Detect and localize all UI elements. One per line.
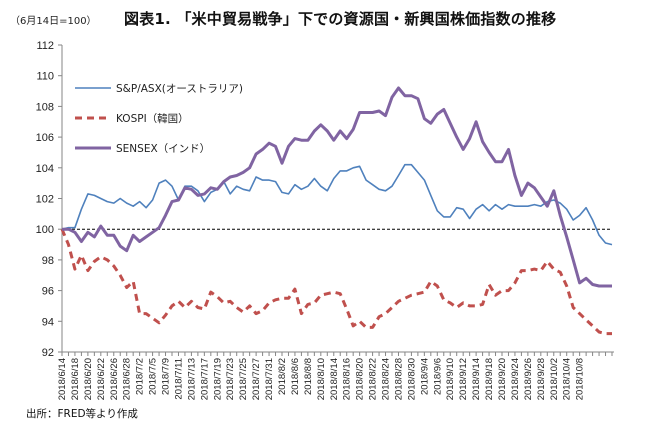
x-tick-label: 2018/6/20	[83, 358, 94, 400]
x-tick-label: 2018/10/4	[562, 358, 573, 400]
y-tick-label: 112	[36, 40, 54, 52]
x-tick-label: 2018/8/22	[368, 358, 379, 400]
y-tick-label: 96	[42, 286, 54, 298]
series-line-kospi	[60, 228, 612, 336]
x-tick-label: 2018/9/18	[484, 358, 495, 400]
x-tick-label: 2018/10/2	[549, 358, 560, 400]
series-line-sensex	[62, 86, 612, 288]
x-tick-label: 2018/8/14	[329, 358, 340, 400]
y-tick-label: 100	[36, 224, 54, 236]
x-tick-label: 2018/8/2	[277, 358, 288, 395]
x-tick-label: 2018/7/2	[135, 358, 146, 395]
series-group	[60, 86, 613, 336]
x-axis-ticks: 2018/6/14 2018/6/18 2018/6/20 2018/6/22 2018…	[57, 352, 613, 400]
x-tick-label: 2018/7/23	[225, 358, 236, 400]
x-tick-label: 2018/7/17	[199, 358, 210, 400]
x-tick-label: 2018/8/20	[355, 358, 366, 400]
legend: S&P/ASX(オーストラリア) KOSPI（韓国） SENSEX（インド）	[75, 83, 243, 155]
y-tick-label: 110	[36, 71, 54, 83]
x-tick-label: 2018/7/31	[264, 358, 275, 400]
x-tick-label: 2018/6/26	[109, 358, 120, 400]
x-tick-label: 2018/8/30	[406, 358, 417, 400]
source-note: 出所：FRED等より作成	[26, 408, 138, 420]
x-tick-label: 2018/8/10	[316, 358, 327, 400]
x-tick-label: 2018/9/6	[432, 358, 443, 395]
x-tick-label: 2018/9/4	[419, 358, 430, 395]
x-tick-label: 2018/8/16	[342, 358, 353, 400]
y-tick-label: 98	[42, 255, 54, 267]
legend-label-sp-asx: S&P/ASX(オーストラリア)	[116, 83, 243, 95]
x-tick-label: 2018/9/14	[471, 358, 482, 400]
x-tick-label: 2018/6/22	[96, 358, 107, 400]
x-tick-label: 2018/8/28	[393, 358, 404, 400]
x-tick-label: 2018/9/28	[536, 358, 547, 400]
legend-label-kospi: KOSPI（韓国）	[116, 113, 189, 125]
x-tick-label: 2018/10/8	[575, 358, 586, 400]
x-tick-label: 2018/9/10	[445, 358, 456, 400]
x-tick-label: 2018/7/27	[251, 358, 262, 400]
x-tick-label: 2018/9/24	[510, 358, 521, 400]
chart-title: 図表1. 「米中貿易戦争」下での資源国・新興国株価指数の推移	[124, 10, 557, 28]
y-tick-label: 102	[36, 194, 54, 206]
x-tick-label: 2018/6/18	[70, 358, 81, 400]
x-tick-label: 2018/6/28	[122, 358, 133, 400]
x-tick-label: 2018/9/12	[458, 358, 469, 400]
x-tick-label: 2018/8/6	[290, 358, 301, 395]
x-tick-label: 2018/7/13	[186, 358, 197, 400]
x-tick-label: 2018/7/25	[238, 358, 249, 400]
x-tick-label: 2018/7/5	[148, 358, 159, 395]
y-tick-label: 108	[36, 101, 54, 113]
x-tick-label: 2018/7/11	[173, 358, 184, 400]
x-tick-label: 2018/6/14	[57, 358, 68, 400]
x-tick-label: 2018/7/19	[212, 358, 223, 400]
x-tick-label: 2018/9/26	[523, 358, 534, 400]
y-axis-ticks: 92 94 96 98 100 102 104 106 108 110 112	[36, 40, 62, 359]
x-tick-label: 2018/9/20	[497, 358, 508, 400]
y-tick-label: 106	[36, 132, 54, 144]
x-tick-label: 2018/8/24	[381, 358, 392, 400]
base-date-note: （6月14日=100）	[10, 16, 97, 27]
y-tick-label: 104	[36, 163, 54, 175]
x-tick-label: 2018/7/9	[161, 358, 172, 395]
y-tick-label: 94	[42, 316, 54, 328]
legend-label-sensex: SENSEX（インド）	[116, 143, 210, 155]
series-line-sp-asx	[61, 163, 613, 246]
x-tick-label: 2018/8/8	[303, 358, 314, 395]
y-tick-label: 92	[42, 347, 54, 359]
